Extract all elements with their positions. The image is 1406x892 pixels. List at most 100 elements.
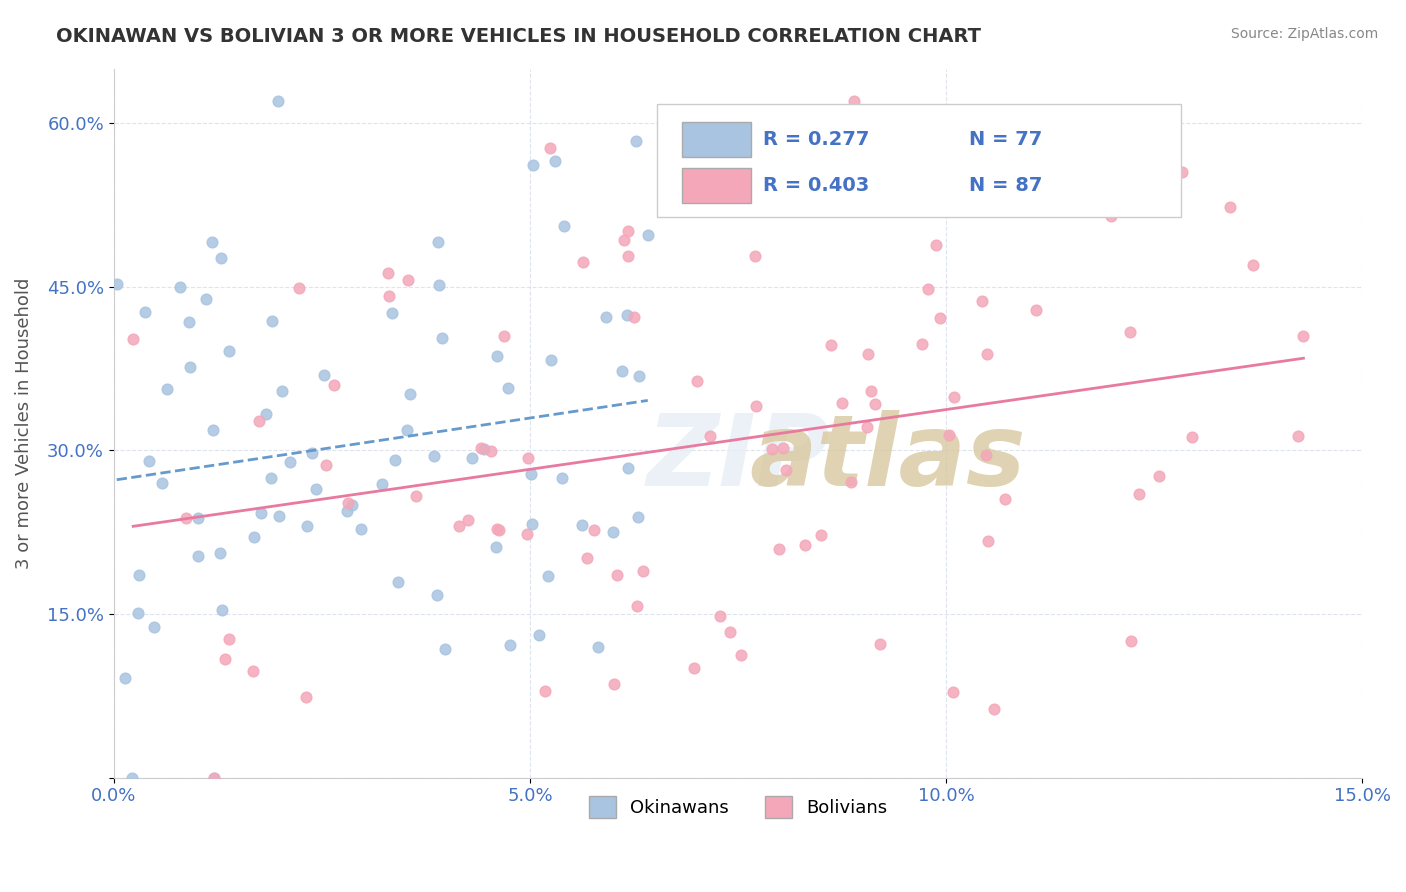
FancyBboxPatch shape — [657, 104, 1181, 218]
Point — [1149, 469, 1171, 483]
Point — [793, 538, 815, 552]
Point — [396, 273, 419, 287]
Point — [427, 277, 450, 292]
Point — [938, 427, 960, 442]
Point — [994, 491, 1017, 506]
Point — [449, 518, 471, 533]
Point — [856, 420, 879, 434]
Point — [337, 496, 360, 510]
Text: R = 0.403: R = 0.403 — [763, 176, 869, 195]
Point — [370, 477, 392, 491]
Point — [301, 446, 323, 460]
Point — [179, 359, 201, 374]
Point — [571, 518, 593, 533]
Point — [174, 510, 197, 524]
Point — [595, 310, 617, 324]
Point — [761, 442, 783, 457]
Point — [267, 509, 290, 524]
Point — [426, 235, 449, 249]
Point — [631, 564, 654, 578]
Point — [856, 347, 879, 361]
Point — [516, 526, 538, 541]
Point — [267, 95, 290, 109]
Point — [1099, 209, 1122, 223]
Point — [917, 282, 939, 296]
Point — [336, 504, 359, 518]
Point — [686, 374, 709, 388]
Point — [869, 636, 891, 650]
Point — [540, 352, 562, 367]
Point — [1243, 258, 1265, 272]
Point — [586, 640, 609, 654]
Point — [143, 620, 166, 634]
Point — [1119, 633, 1142, 648]
Point — [496, 381, 519, 395]
Point — [831, 396, 853, 410]
Point — [179, 315, 201, 329]
Point — [1171, 165, 1194, 179]
Point — [287, 281, 309, 295]
Point — [553, 219, 575, 234]
Point — [744, 249, 766, 263]
Point — [218, 632, 240, 646]
Point — [249, 506, 271, 520]
Point — [1119, 325, 1142, 339]
Point — [699, 429, 721, 443]
Point — [378, 289, 401, 303]
Point — [522, 158, 544, 172]
Point — [433, 642, 456, 657]
Point — [709, 608, 731, 623]
Point — [155, 382, 177, 396]
Point — [208, 546, 231, 560]
Point — [602, 524, 624, 539]
Point — [544, 153, 567, 168]
Point — [730, 648, 752, 663]
Point — [551, 471, 574, 485]
Point — [271, 384, 294, 399]
Point — [839, 475, 862, 490]
Point — [527, 628, 550, 642]
Point — [616, 309, 638, 323]
Point — [398, 386, 420, 401]
Point — [745, 399, 768, 413]
Point — [470, 441, 492, 455]
Point — [572, 255, 595, 269]
Point — [260, 314, 283, 328]
Point — [242, 664, 264, 678]
Point — [627, 368, 650, 383]
Point — [209, 251, 232, 265]
Point — [128, 568, 150, 582]
Point — [211, 603, 233, 617]
Point — [457, 513, 479, 527]
Point — [623, 310, 645, 324]
Point — [616, 248, 638, 262]
Point — [613, 233, 636, 247]
Point — [842, 95, 865, 109]
Point — [775, 463, 797, 477]
Text: Source: ZipAtlas.com: Source: ZipAtlas.com — [1230, 27, 1378, 41]
Point — [485, 540, 508, 554]
Point — [295, 519, 318, 533]
Point — [202, 771, 225, 785]
Point — [1286, 429, 1309, 443]
Point — [983, 702, 1005, 716]
Point — [150, 475, 173, 490]
Text: OKINAWAN VS BOLIVIAN 3 OR MORE VEHICLES IN HOUSEHOLD CORRELATION CHART: OKINAWAN VS BOLIVIAN 3 OR MORE VEHICLES … — [56, 27, 981, 45]
Text: atlas: atlas — [749, 410, 1026, 507]
Point — [772, 441, 794, 455]
Point — [911, 337, 934, 351]
Point — [242, 530, 264, 544]
Point — [377, 266, 399, 280]
Legend: Okinawans, Bolivians: Okinawans, Bolivians — [581, 789, 894, 825]
Point — [187, 511, 209, 525]
Point — [381, 306, 404, 320]
Point — [426, 588, 449, 602]
Point — [323, 378, 346, 392]
Point — [260, 471, 283, 485]
Point — [201, 423, 224, 437]
Point — [626, 134, 648, 148]
Point — [294, 690, 316, 704]
Point — [976, 347, 998, 361]
Point — [859, 384, 882, 399]
Point — [461, 450, 484, 465]
